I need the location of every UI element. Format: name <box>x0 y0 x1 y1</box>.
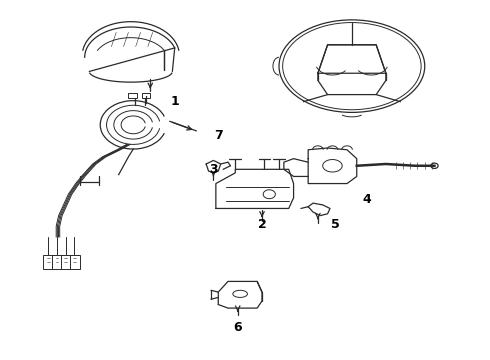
Text: 2: 2 <box>258 218 267 231</box>
Text: 1: 1 <box>170 95 179 108</box>
Bar <box>128 93 137 98</box>
Text: 4: 4 <box>362 193 371 206</box>
Text: 5: 5 <box>330 218 339 231</box>
Polygon shape <box>318 45 386 95</box>
Polygon shape <box>218 282 262 308</box>
Bar <box>44 255 54 269</box>
Text: 6: 6 <box>233 321 242 334</box>
Polygon shape <box>308 203 330 216</box>
Polygon shape <box>308 148 357 184</box>
Bar <box>142 93 150 98</box>
Bar <box>70 255 80 269</box>
Text: 3: 3 <box>209 163 218 176</box>
Polygon shape <box>216 169 294 208</box>
Text: 7: 7 <box>214 129 222 142</box>
Polygon shape <box>206 161 220 173</box>
Bar <box>52 255 63 269</box>
Bar <box>61 255 72 269</box>
